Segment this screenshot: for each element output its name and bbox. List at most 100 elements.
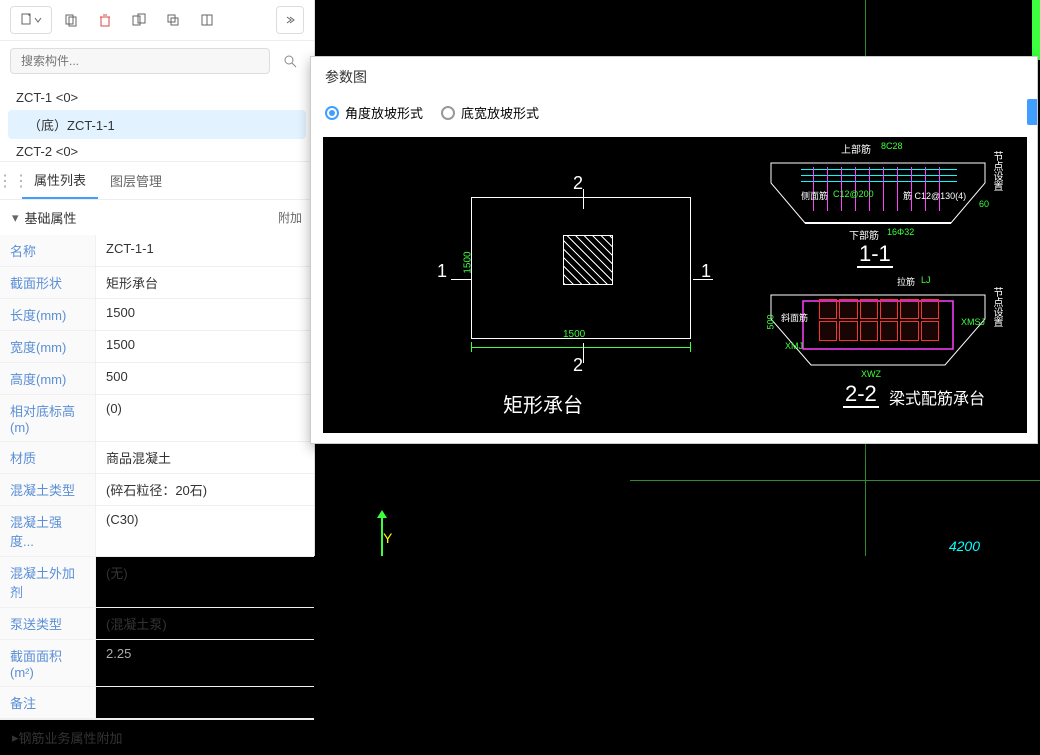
prop-label: 泵送类型	[0, 608, 95, 639]
section-1-1: 上部筋 8C28 侧面筋 C12@200 筋 C12@130(4) 60 下部筋…	[761, 141, 1011, 251]
rebar-label: 斜面筋	[781, 311, 808, 324]
radio-width-slope[interactable]: 底宽放坡形式	[441, 103, 539, 122]
duplicate-icon[interactable]	[124, 6, 154, 34]
component-tree: ZCT-1 <0> （底）ZCT-1-1 ZCT-2 <0>	[0, 81, 314, 161]
section-tick	[451, 279, 471, 280]
prop-value[interactable]: 2.25	[95, 640, 314, 686]
parameter-dialog: 参数图 角度放坡形式 底宽放坡形式 1500 1500 2 2 1 1 矩形承台…	[310, 56, 1038, 444]
diagram-canvas: 1500 1500 2 2 1 1 矩形承台 上部筋 8C28	[323, 137, 1027, 433]
more-icon[interactable]	[276, 6, 304, 34]
radio-dot-icon	[441, 106, 455, 120]
radio-angle-slope[interactable]: 角度放坡形式	[325, 103, 423, 122]
rebar-label: 下部筋	[849, 227, 879, 242]
rebar-label: 侧面筋	[801, 189, 828, 202]
side-text: 节点设置	[989, 151, 1004, 191]
prop-label: 宽度(mm)	[0, 331, 95, 362]
dimension-text: 4200	[949, 538, 980, 554]
prop-value[interactable]: (碎石粒径：20石)	[95, 474, 314, 505]
left-panel: ZCT-1 <0> （底）ZCT-1-1 ZCT-2 <0> ⋮⋮ 属性列表 图…	[0, 0, 315, 556]
prop-value[interactable]: (混凝土泵)	[95, 608, 314, 639]
section-tick	[693, 279, 713, 280]
prop-value[interactable]: (0)	[95, 395, 314, 441]
prop-label: 名称	[0, 235, 95, 266]
side-text: 节点设置	[989, 287, 1004, 327]
prop-label: 截面面积(m²)	[0, 640, 95, 686]
prop-label: 混凝土类型	[0, 474, 95, 505]
copy-icon[interactable]	[56, 6, 86, 34]
rebar-grid	[819, 299, 939, 341]
tree-item[interactable]: ZCT-1 <0>	[0, 85, 314, 110]
search-input[interactable]	[10, 48, 270, 74]
section-title: 1-1	[857, 241, 893, 267]
section-mark: 2	[573, 355, 583, 376]
rebar-label: 筋 C12@130(4)	[903, 189, 966, 202]
rebar-spec: C12@200	[833, 189, 874, 199]
section-aux: 附加	[278, 209, 302, 226]
radio-label: 底宽放坡形式	[461, 103, 539, 122]
rebar-spec: XWZ	[861, 369, 881, 379]
prop-label: 材质	[0, 442, 95, 473]
caret-down-icon: ▾	[12, 210, 19, 226]
section-mark: 1	[437, 261, 447, 282]
prop-value[interactable]: 500	[95, 363, 314, 394]
hatched-column	[563, 235, 613, 285]
dimension-label: 1500	[463, 251, 474, 273]
tree-item[interactable]: ZCT-2 <0>	[0, 139, 314, 161]
prop-value[interactable]: 1500	[95, 299, 314, 330]
section-aux: 附加	[97, 728, 123, 747]
rebar-spec: XMJ	[785, 341, 803, 351]
prop-value[interactable]: 矩形承台	[95, 267, 314, 298]
rebar-spec: 60	[979, 199, 989, 209]
prop-value[interactable]: (无)	[95, 557, 314, 607]
section-tick	[583, 343, 584, 363]
toggle-icon[interactable]	[192, 6, 222, 34]
rebar-spec: LJ	[921, 275, 931, 285]
rebar-spec: 16Φ32	[887, 227, 914, 237]
prop-label: 相对底标高(m)	[0, 395, 95, 441]
dimension-label: 500	[766, 314, 776, 329]
section-tick	[583, 189, 584, 209]
prop-value[interactable]: 1500	[95, 331, 314, 362]
dialog-title: 参数图	[311, 57, 1037, 97]
prop-label: 混凝土外加剂	[0, 557, 95, 607]
section-2-2: 拉筋 LJ 斜面筋 XMJ XWZ XMSJ 500 节点设置 2-2 梁式配筋…	[761, 273, 1011, 403]
section-header-basic[interactable]: ▾ 基础属性 附加	[0, 200, 314, 235]
section-mark: 2	[573, 173, 583, 194]
section-subtitle: 梁式配筋承台	[889, 385, 985, 409]
prop-label: 高度(mm)	[0, 363, 95, 394]
prop-value[interactable]: ZCT-1-1	[95, 235, 314, 266]
highlight-bar	[1032, 0, 1040, 60]
section-title: 2-2	[843, 381, 879, 407]
dimension-horizontal	[471, 342, 691, 352]
gridline-horizontal	[630, 480, 1040, 481]
tab-layers[interactable]: 图层管理	[98, 163, 174, 198]
radio-label: 角度放坡形式	[345, 103, 423, 122]
diagram-title: 矩形承台	[503, 389, 583, 418]
axis-label-y: Y	[383, 530, 392, 546]
new-dropdown[interactable]	[10, 6, 52, 34]
tab-properties[interactable]: 属性列表	[22, 162, 98, 199]
tabs: ⋮⋮ 属性列表 图层管理	[0, 161, 314, 200]
prop-label: 截面形状	[0, 267, 95, 298]
prop-label: 混凝土强度...	[0, 506, 95, 556]
rebar-spec: XMSJ	[961, 317, 985, 327]
prop-label: 备注	[0, 687, 95, 718]
section-title: 基础属性	[25, 208, 77, 227]
section-title: 钢筋业务属性	[19, 728, 97, 747]
search-icon[interactable]	[276, 47, 304, 75]
layer-icon[interactable]	[158, 6, 188, 34]
delete-icon[interactable]	[90, 6, 120, 34]
property-table: 名称ZCT-1-1 截面形状矩形承台 长度(mm)1500 宽度(mm)1500…	[0, 235, 314, 719]
radio-dot-icon	[325, 106, 339, 120]
drag-handle-icon[interactable]: ⋮⋮	[4, 171, 22, 191]
prop-value[interactable]	[95, 687, 314, 718]
search-row	[0, 41, 314, 81]
prop-label: 长度(mm)	[0, 299, 95, 330]
dialog-side-button[interactable]	[1027, 99, 1037, 125]
toolbar	[0, 0, 314, 41]
prop-value[interactable]: (C30)	[95, 506, 314, 556]
tree-item-selected[interactable]: （底）ZCT-1-1	[8, 110, 306, 139]
section-header-rebar[interactable]: ▸ 钢筋业务属性 附加	[0, 719, 314, 755]
radio-group: 角度放坡形式 底宽放坡形式	[311, 97, 1037, 128]
prop-value[interactable]: 商品混凝土	[95, 442, 314, 473]
